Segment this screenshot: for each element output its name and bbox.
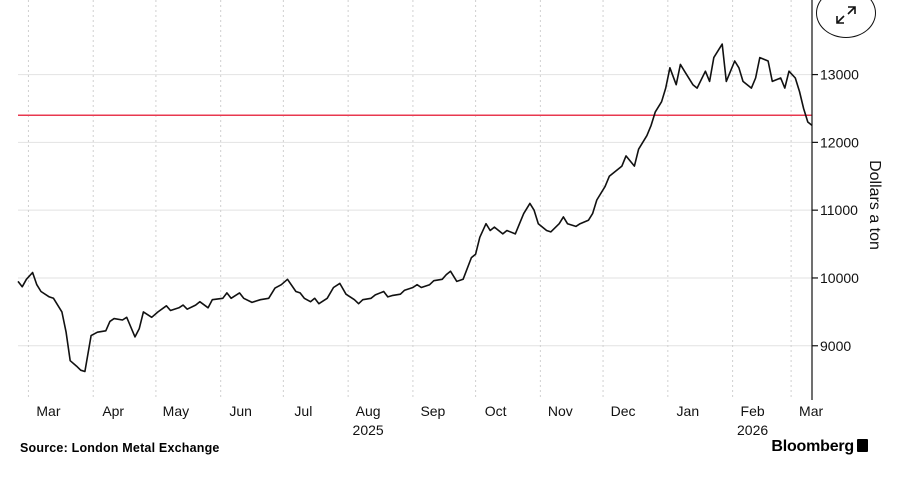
y-tick-label: 13000 [820,67,859,83]
gridlines [18,0,812,400]
y-tick-label: 10000 [820,270,859,286]
x-tick-label: Jan [677,403,700,419]
expand-arrows-icon [836,6,856,24]
y-tick-labels: 9000 10000 11000 12000 13000 [820,67,859,354]
x-tick-label: Mar [36,403,60,419]
axes [811,0,818,400]
bloomberg-mark-icon [857,439,868,452]
x-tick-label: Dec [611,403,636,419]
x-tick-label: Oct [485,403,507,419]
x-tick-label: Jun [229,403,252,419]
x-tick-label: Nov [548,403,573,419]
x-tick-label: Aug [356,403,381,419]
y-tick-label: 12000 [820,134,859,150]
x-year-label: 2026 [737,422,768,438]
series-lines [17,43,813,373]
x-tick-label: Mar [799,403,823,419]
series-line [17,43,813,373]
source-note: Source: London Metal Exchange [20,441,220,455]
y-tick-label: 9000 [820,338,851,354]
line-chart: 9000 10000 11000 12000 13000 Mar Apr May Jun Jul… [17,0,883,438]
x-tick-label: Jul [294,403,312,419]
brand-name: Bloomberg [771,438,854,455]
x-tick-label: Feb [741,403,765,419]
bloomberg-logo: Bloomberg [771,438,868,456]
y-axis-title: Dollars a ton [866,160,883,250]
x-tick-label: Sep [420,403,445,419]
x-tick-label: May [163,403,189,419]
x-tick-label: Apr [102,403,124,419]
x-tick-labels: Mar Apr May Jun Jul Aug Sep Oct Nov Dec Jan Feb Mar 2… [36,403,823,438]
x-year-label: 2025 [353,422,384,438]
y-tick-label: 11000 [820,202,858,218]
